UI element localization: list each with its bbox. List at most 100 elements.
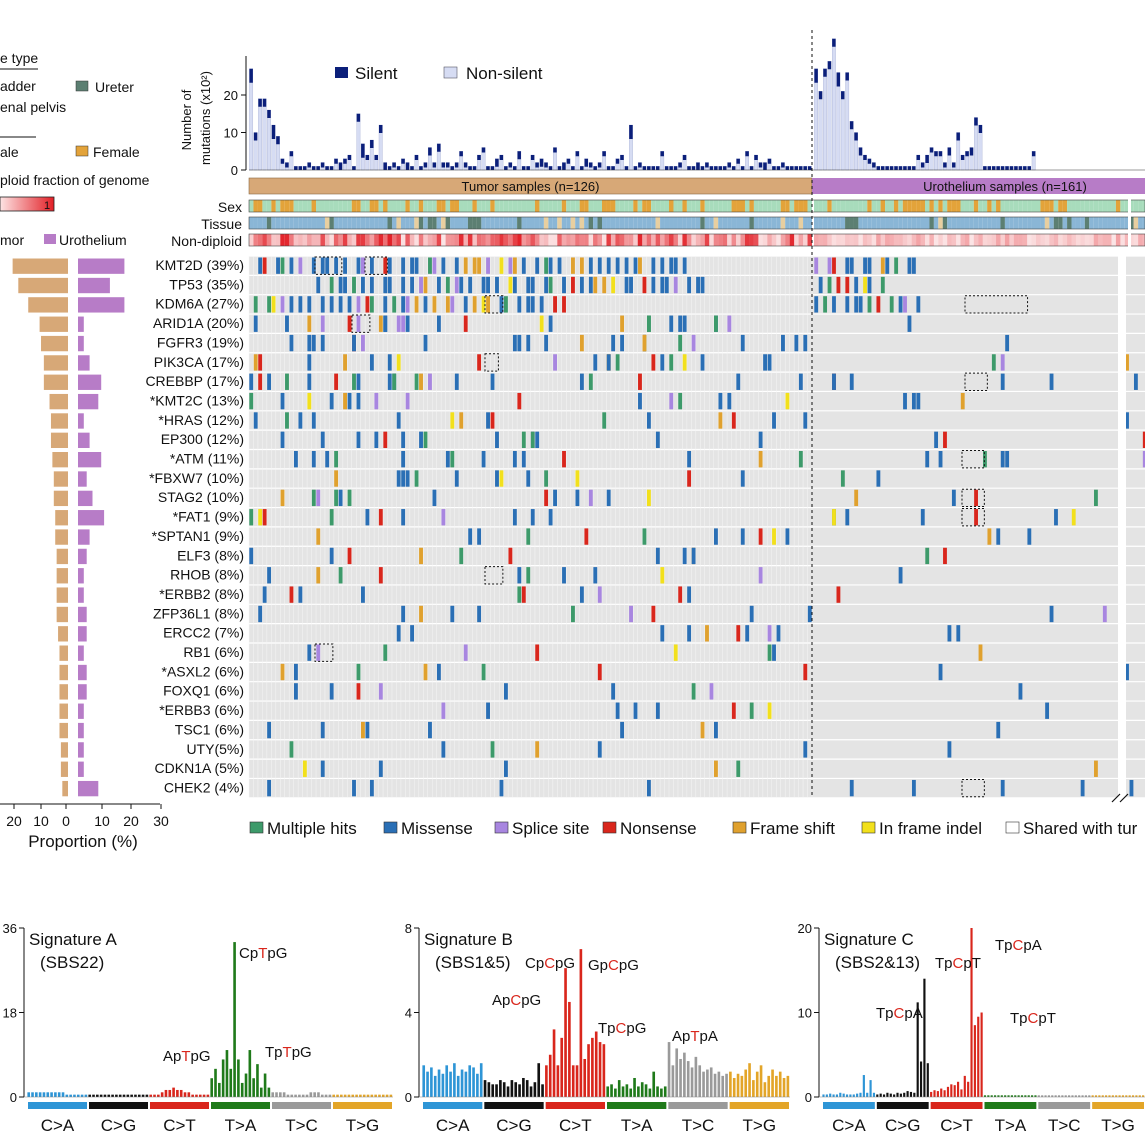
sex-cell <box>871 200 877 212</box>
nondiploid-cell <box>1107 234 1112 246</box>
mutation-cell <box>669 315 674 332</box>
nondiploid-cell <box>570 234 576 246</box>
nondiploid-cell <box>628 234 634 246</box>
signature-bar <box>1007 1095 1010 1097</box>
signature-y-tick-label: 0 <box>805 1090 812 1105</box>
sex-cell <box>1009 200 1014 212</box>
nondiploid-cell <box>441 234 446 246</box>
mutation-cell <box>378 509 383 526</box>
nondiploid-cell <box>347 234 352 246</box>
gene-label: EP300 (12%) <box>161 431 244 447</box>
signature-bar <box>717 1071 721 1097</box>
tissue-cell <box>655 217 661 229</box>
signature-bar <box>460 1069 464 1097</box>
signature-bar <box>290 1094 294 1097</box>
mutation-cell <box>329 392 334 410</box>
urothelium-proportion-bar <box>78 355 90 371</box>
mutation-cell <box>517 334 522 352</box>
nondiploid-cell <box>956 234 961 246</box>
tissue-cell <box>1133 217 1139 229</box>
sex-cell <box>642 200 647 212</box>
nondiploid-cell <box>508 234 513 246</box>
silent-bar <box>1014 166 1018 170</box>
mutation-cell <box>361 257 365 274</box>
silent-bar <box>1018 166 1023 170</box>
mutation-cell <box>736 625 741 642</box>
nondiploid-cell <box>677 234 683 246</box>
signature-bar <box>675 1048 679 1097</box>
nondiploid-cell <box>695 234 701 246</box>
sex-cell <box>1000 200 1005 212</box>
silent-bar <box>992 166 996 170</box>
sex-cell <box>1027 200 1032 212</box>
gene-label: ELF3 (8%) <box>177 547 244 563</box>
mutation-cell <box>642 276 647 294</box>
sex-cell <box>593 200 598 212</box>
silent-bar <box>495 158 499 167</box>
mutation-cell <box>414 470 419 487</box>
signature-bar <box>1031 1095 1034 1097</box>
sex-cell <box>893 200 899 212</box>
sex-cell <box>996 200 1001 212</box>
silent-bar <box>504 166 508 170</box>
signature-bar <box>244 1073 248 1097</box>
gene-label: STAG2 (10%) <box>158 489 244 505</box>
mutation-cell <box>428 721 432 739</box>
mutation-cell <box>338 567 343 584</box>
nondiploid-cell <box>485 234 491 246</box>
motif-annotation: GpCpG <box>588 957 639 974</box>
sex-cell <box>916 200 921 212</box>
mutation-cell <box>807 605 812 623</box>
sex-cell <box>718 200 723 212</box>
tissue-cell <box>548 217 553 229</box>
nondiploid-cell <box>822 234 828 246</box>
signature-bar <box>839 1092 842 1097</box>
nondiploid-cell <box>543 234 549 246</box>
motif-annotation: TpCpA <box>995 937 1042 954</box>
legend-ureter-label: Ureter <box>95 79 134 95</box>
signature-bar <box>374 1094 377 1097</box>
tissue-cell <box>973 217 979 229</box>
tumor-proportion-bar <box>53 490 68 507</box>
nondiploid-cell <box>1098 234 1103 246</box>
mutation-cell <box>713 528 718 545</box>
mutation-cell <box>285 412 289 429</box>
mutation-cell <box>347 392 352 410</box>
silent-bar <box>867 158 872 164</box>
mutation-cell <box>450 412 455 429</box>
mutation-cell <box>392 373 397 390</box>
gene-label: KMT2D (39%) <box>155 257 244 273</box>
mutation-cell <box>445 276 450 294</box>
urothelium-proportion-bar <box>78 568 84 584</box>
nondiploid-cell <box>827 234 832 246</box>
tissue-cell <box>700 217 705 229</box>
mutation-cell <box>951 489 956 507</box>
nondiploid-cell <box>418 234 424 246</box>
signature-bar <box>1041 1095 1044 1097</box>
sex-cell <box>1013 200 1019 212</box>
signature-bar <box>362 1094 366 1097</box>
nondiploid-cell <box>682 234 687 246</box>
signature-bar <box>514 1082 518 1097</box>
motif-suffix: pG <box>555 955 575 972</box>
silent-bar <box>669 166 673 170</box>
mutation-cell <box>329 547 334 565</box>
mutation-cell <box>405 392 410 410</box>
silent-bar <box>311 166 316 170</box>
tissue-cell <box>1004 217 1010 229</box>
mutation-cell <box>898 567 903 584</box>
silent-bar <box>1031 151 1036 157</box>
silent-bar <box>624 166 629 170</box>
tumor-proportion-bar <box>56 587 68 603</box>
mutation-cell <box>499 779 504 797</box>
tissue-cell <box>753 217 759 229</box>
nonsilent-bar <box>840 91 845 171</box>
motif-prefix: Ap <box>163 1048 181 1065</box>
signature-bar <box>355 1094 358 1097</box>
tissue-cell <box>827 217 832 229</box>
silent-bar <box>611 166 615 170</box>
mutation-cell <box>334 489 339 507</box>
signature-bar <box>679 1058 682 1097</box>
mutation-cell <box>718 392 723 410</box>
tissue-cell <box>570 217 576 229</box>
